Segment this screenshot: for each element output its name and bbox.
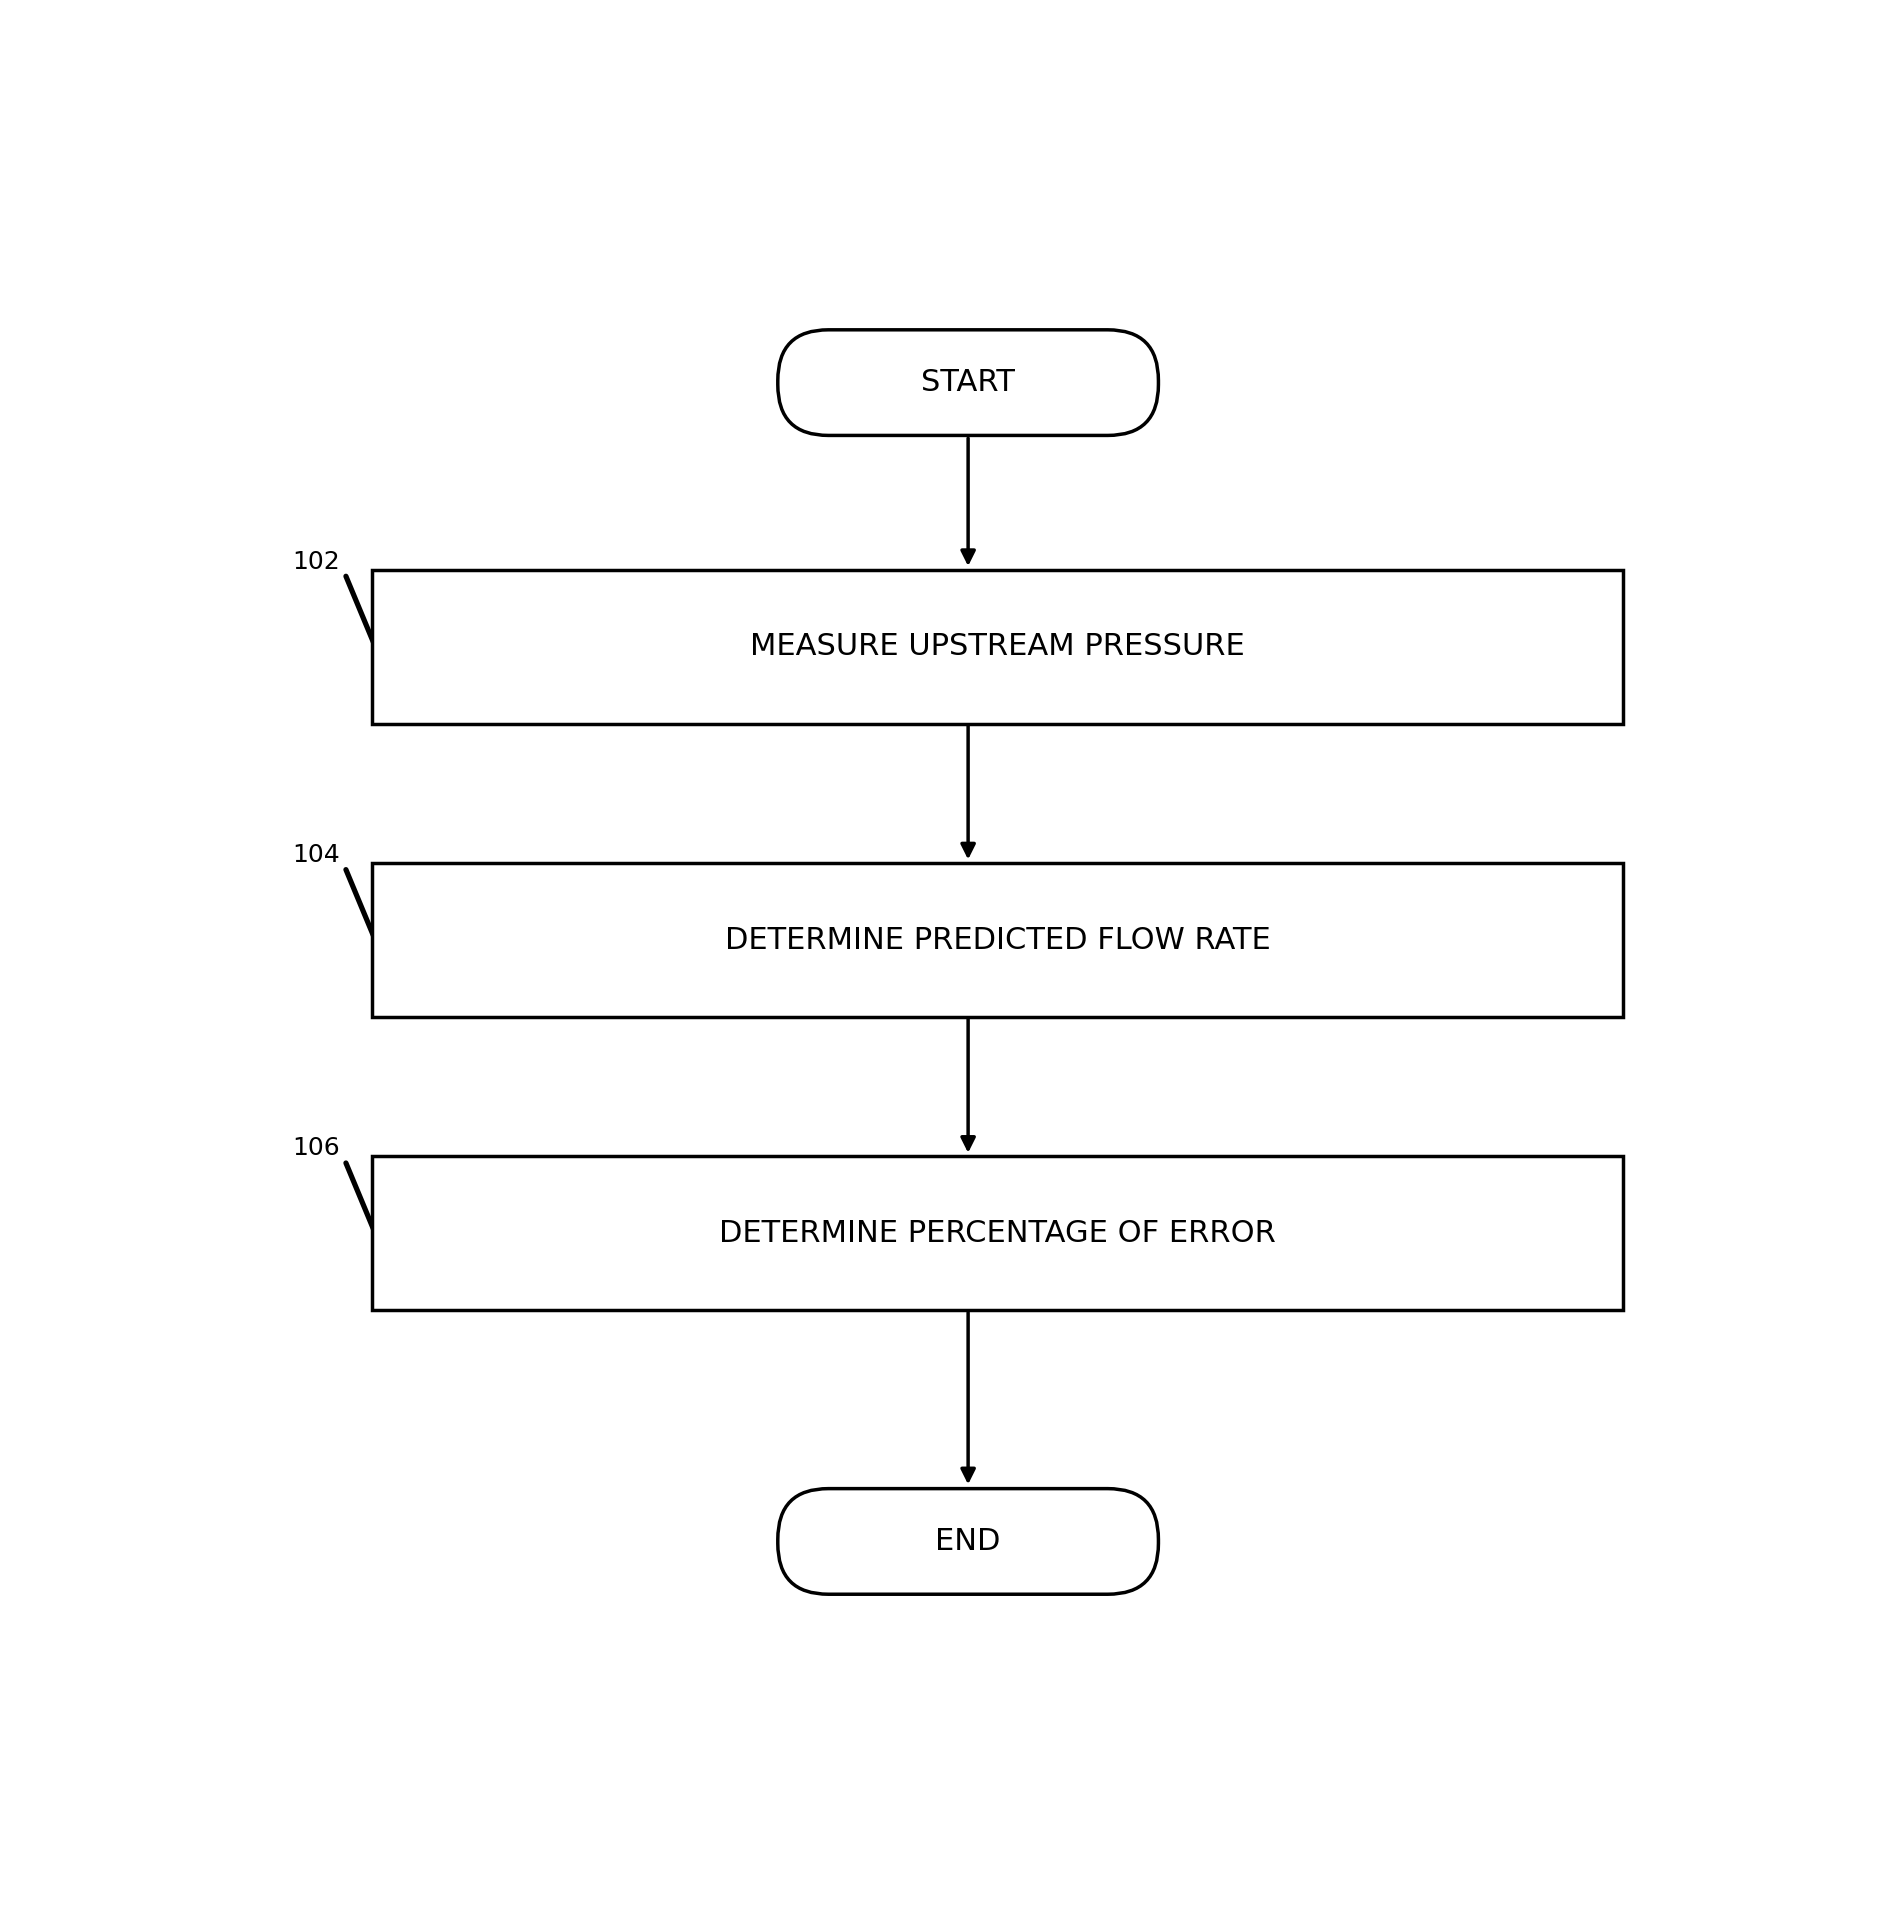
Text: 104: 104 bbox=[291, 842, 340, 867]
Text: DETERMINE PREDICTED FLOW RATE: DETERMINE PREDICTED FLOW RATE bbox=[725, 926, 1269, 954]
Text: 102: 102 bbox=[291, 549, 340, 573]
Text: START: START bbox=[922, 368, 1014, 396]
Text: 106: 106 bbox=[291, 1135, 340, 1160]
Text: DETERMINE PERCENTAGE OF ERROR: DETERMINE PERCENTAGE OF ERROR bbox=[720, 1219, 1275, 1248]
FancyBboxPatch shape bbox=[778, 1488, 1158, 1594]
Bar bbox=[372, 863, 1623, 1017]
Text: END: END bbox=[935, 1528, 1001, 1556]
Bar bbox=[372, 1156, 1623, 1311]
Bar bbox=[372, 570, 1623, 724]
Text: MEASURE UPSTREAM PRESSURE: MEASURE UPSTREAM PRESSURE bbox=[750, 632, 1245, 661]
FancyBboxPatch shape bbox=[778, 330, 1158, 436]
